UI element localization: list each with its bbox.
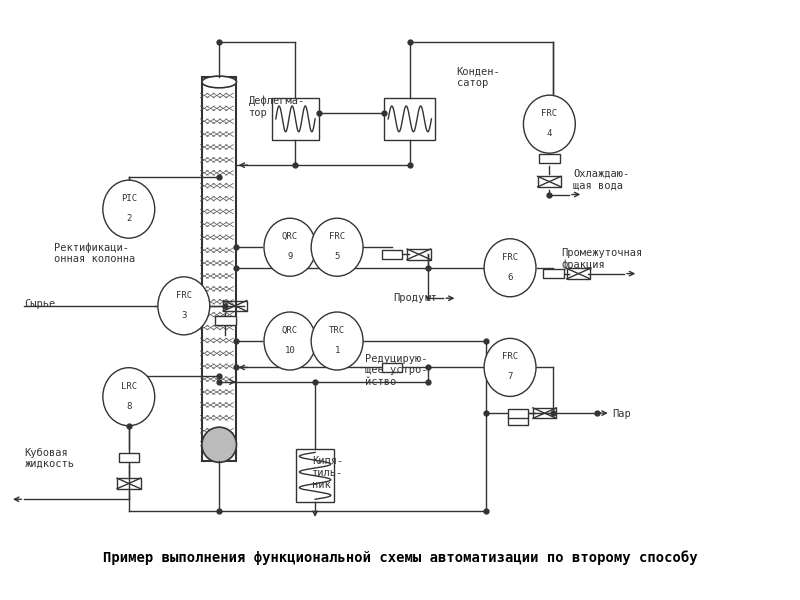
Text: LRC: LRC (121, 382, 137, 391)
Bar (117, 478, 141, 489)
Bar (215, 316, 236, 325)
Text: FRC: FRC (502, 253, 518, 262)
Text: TRC: TRC (329, 326, 345, 335)
Text: FRC: FRC (329, 232, 345, 241)
Ellipse shape (264, 218, 316, 276)
Bar (382, 250, 402, 259)
Text: Кипя-
тиль-
ник: Кипя- тиль- ник (312, 457, 343, 490)
Text: FRC: FRC (502, 352, 518, 361)
Text: 3: 3 (181, 311, 186, 320)
Text: 10: 10 (285, 346, 295, 355)
Ellipse shape (484, 338, 536, 397)
Text: FRC: FRC (176, 291, 192, 300)
Bar (508, 409, 528, 418)
Text: PIC: PIC (121, 194, 137, 203)
Text: Кубовая
жидкость: Кубовая жидкость (24, 448, 74, 469)
Text: 8: 8 (126, 401, 131, 410)
Text: Охлаждаю-
щая вода: Охлаждаю- щая вода (573, 169, 629, 191)
Ellipse shape (264, 312, 316, 370)
Bar (202, 77, 237, 461)
Bar (533, 408, 557, 418)
Text: Пар: Пар (612, 409, 631, 419)
Text: QRC: QRC (282, 326, 298, 335)
Text: 9: 9 (287, 252, 293, 261)
Bar (543, 269, 563, 278)
Text: 5: 5 (334, 252, 340, 261)
Ellipse shape (202, 427, 237, 463)
Ellipse shape (158, 277, 210, 335)
Bar (539, 154, 559, 163)
Text: QRC: QRC (282, 232, 298, 241)
Ellipse shape (202, 76, 237, 88)
Text: 4: 4 (546, 129, 552, 138)
Ellipse shape (103, 180, 154, 238)
Bar (382, 363, 402, 372)
Bar (272, 98, 319, 140)
Text: Сырье: Сырье (24, 299, 55, 309)
Text: Промежуточная
фракция: Промежуточная фракция (561, 248, 642, 270)
Ellipse shape (311, 218, 363, 276)
Ellipse shape (484, 239, 536, 297)
Ellipse shape (523, 95, 575, 153)
Bar (538, 176, 561, 187)
Bar (508, 416, 528, 425)
Text: 1: 1 (334, 346, 340, 355)
Bar (118, 452, 139, 461)
Text: 7: 7 (507, 372, 513, 381)
Ellipse shape (311, 312, 363, 370)
Bar (296, 449, 334, 502)
Text: Редуцирую-
щее устро-
йство: Редуцирую- щее устро- йство (365, 354, 427, 387)
Text: Ректификаци-
онная колонна: Ректификаци- онная колонна (54, 242, 135, 264)
Ellipse shape (103, 368, 154, 426)
Text: Пример выполнения функциональной схемы автоматизации по второму способу: Пример выполнения функциональной схемы а… (102, 551, 698, 565)
Text: Продукт: Продукт (394, 293, 438, 303)
Bar (407, 249, 430, 260)
Text: Конден-
сатор: Конден- сатор (457, 67, 500, 88)
Bar (223, 301, 246, 311)
Text: 6: 6 (507, 272, 513, 281)
Text: 2: 2 (126, 214, 131, 223)
Text: Дефлегма-
тор: Дефлегма- тор (249, 95, 306, 118)
Text: FRC: FRC (542, 109, 558, 118)
Bar (384, 98, 435, 140)
Bar (566, 268, 590, 279)
